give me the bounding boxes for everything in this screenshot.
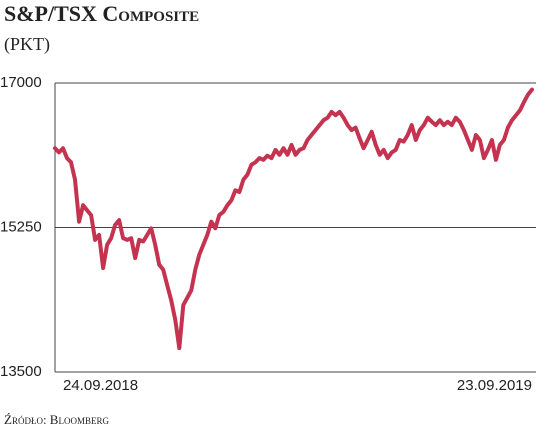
x-tick-label: 23.09.2019	[457, 377, 532, 394]
chart-subtitle: (PKT)	[4, 34, 50, 55]
y-tick-label: 13500	[0, 363, 42, 380]
line	[53, 87, 534, 351]
y-tick-label: 15250	[0, 218, 42, 235]
source: Źródło: Bloomberg	[4, 412, 109, 427]
chart-title: S&P/TSX Composite	[4, 1, 199, 26]
y-tick-label: 17000	[0, 74, 42, 91]
x-tick-label: 24.09.2018	[63, 377, 138, 394]
